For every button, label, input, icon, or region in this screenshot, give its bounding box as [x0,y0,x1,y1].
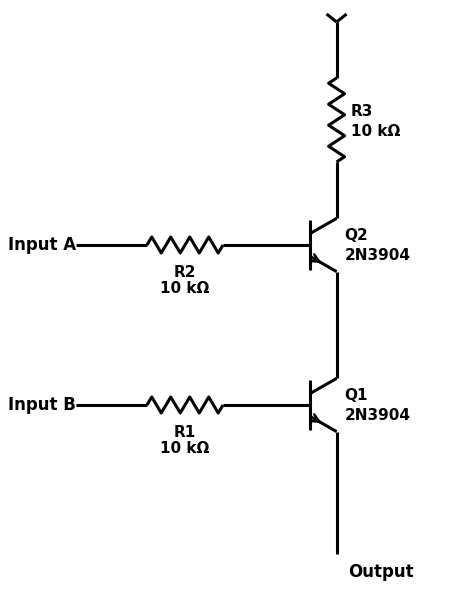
Text: 10 kΩ: 10 kΩ [160,441,210,456]
Text: Q2: Q2 [345,227,368,242]
Text: 10 kΩ: 10 kΩ [160,281,210,296]
Text: 10 kΩ: 10 kΩ [351,124,400,139]
Text: V+: V+ [322,0,351,2]
Text: 2N3904: 2N3904 [345,407,410,422]
Text: R3: R3 [351,104,373,119]
Text: Input A: Input A [8,236,76,254]
Text: R1: R1 [174,425,196,440]
Text: Q1: Q1 [345,388,368,403]
Text: 2N3904: 2N3904 [345,247,410,263]
Text: Input B: Input B [8,396,76,414]
Text: Output: Output [348,563,414,581]
Text: R2: R2 [174,265,196,280]
